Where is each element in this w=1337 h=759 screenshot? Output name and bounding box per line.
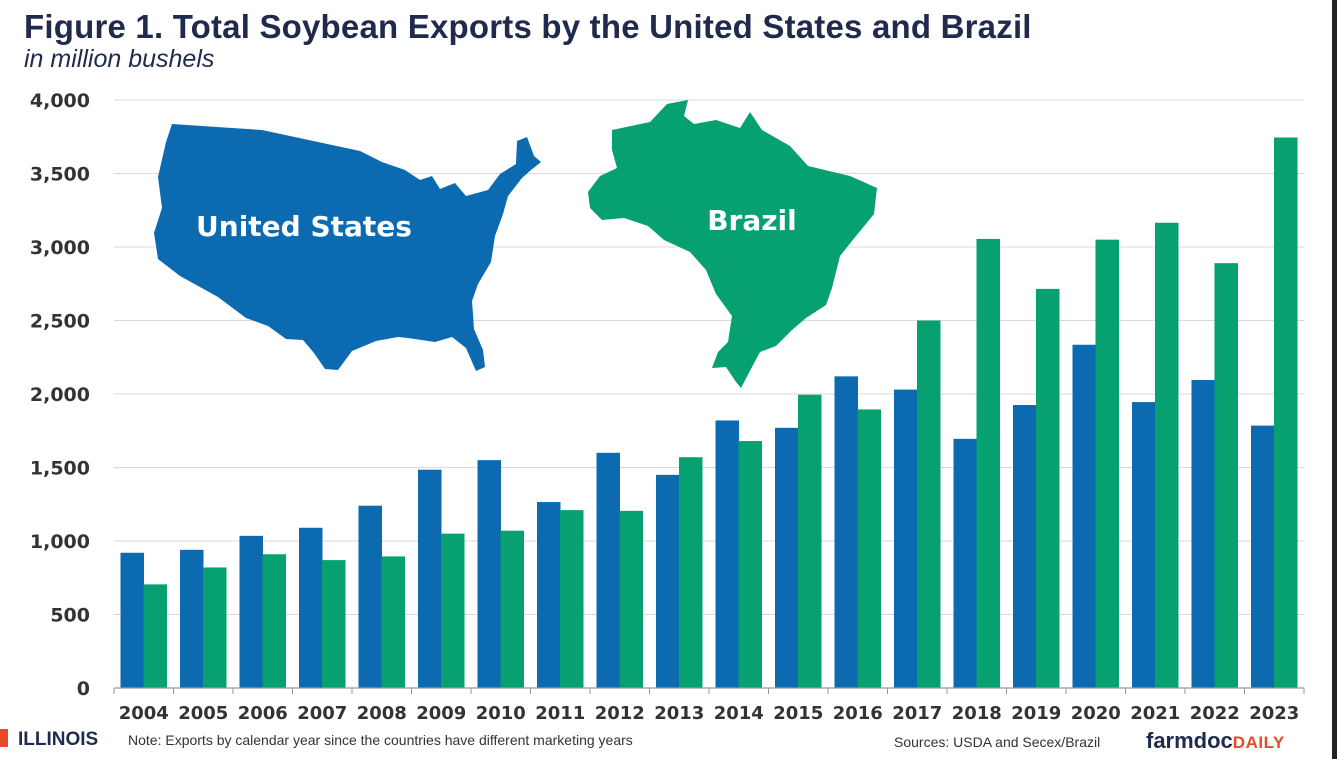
x-tick-label: 2016 [833,703,883,724]
x-tick-label: 2015 [773,703,823,724]
bar [798,394,822,688]
x-tick-label: 2006 [238,703,288,724]
bar [1251,425,1275,688]
bar [1013,405,1037,688]
footer-note: Note: Exports by calendar year since the… [128,732,633,748]
bar [1155,222,1179,688]
illinois-mark-icon [0,729,8,747]
x-tick-label: 2018 [952,703,1002,724]
x-tick-label: 2007 [297,703,347,724]
bar [894,389,918,688]
x-tick-label: 2012 [595,703,645,724]
x-tick-label: 2010 [476,703,526,724]
bar [953,438,977,688]
x-tick-label: 2009 [416,703,466,724]
brazil-map [588,100,877,388]
x-tick-label: 2017 [892,703,942,724]
bar [738,441,762,688]
bar [834,376,858,688]
x-tick-label: 2013 [654,703,704,724]
bar [358,505,382,688]
bar [537,502,561,688]
x-tick-label: 2023 [1249,703,1299,724]
bar [679,457,703,688]
bar [619,510,643,688]
bar [656,474,680,688]
y-tick-label: 2,000 [30,384,90,406]
bar [381,556,405,688]
y-tick-label: 4,000 [30,90,90,112]
y-tick-label: 1,000 [30,531,90,553]
chart-title: Figure 1. Total Soybean Exports by the U… [24,8,1032,45]
bar [857,409,881,688]
bar [1036,288,1060,688]
y-tick-label: 500 [50,605,90,627]
illinois-logo: ILLINOIS [0,729,98,751]
bar [180,549,204,688]
bar [1132,402,1156,688]
bar [917,320,941,688]
y-axis: 0 500 1,000 1,500 2,000 2,500 3,000 3,500 4,000 [30,90,90,700]
x-tick-label: 2005 [178,703,228,724]
y-tick-label: 3,000 [30,237,90,259]
bars [120,137,1298,689]
map-label-brazil: Brazil [707,204,797,237]
bar [775,427,799,688]
bar [239,535,263,688]
x-tick-label: 2004 [119,703,169,724]
x-tick-label: 2021 [1130,703,1180,724]
x-axis: 2004 2005 2006 2007 2008 2009 2010 2011 2012 2013… [113,687,1305,724]
x-tick-label: 2022 [1190,703,1240,724]
chart-subtitle: in million bushels [24,45,215,73]
y-tick-label: 3,500 [30,164,90,186]
bar [262,554,286,688]
bar [203,567,227,688]
united-states-map [154,124,541,371]
bar [560,510,584,688]
bar [1072,344,1096,688]
brand-sub: DAILY [1232,733,1285,752]
bar [143,584,167,688]
x-tick-label: 2020 [1071,703,1121,724]
bar [299,527,323,688]
bar [477,460,501,688]
footer-source: Sources: USDA and Secex/Brazil [894,734,1101,750]
y-tick-label: 2,500 [30,311,90,333]
bar [1095,239,1119,688]
brand-main: farmdoc [1146,728,1233,753]
x-tick-label: 2008 [357,703,407,724]
window-edge [1332,0,1337,759]
x-tick-label: 2014 [714,703,764,724]
bar [976,238,1000,689]
bar [715,420,739,688]
map-label-united-states: United States [196,210,412,243]
bar [1191,380,1215,688]
bar [322,560,346,688]
y-tick-label: 0 [77,678,90,700]
bar [1274,137,1298,689]
bar [120,552,144,688]
bar [500,530,524,688]
bar [1214,263,1238,688]
bar [596,452,620,688]
x-tick-label: 2011 [535,703,585,724]
y-tick-label: 1,500 [30,458,90,480]
illinois-logo-text: ILLINOIS [18,729,99,750]
x-tick-label: 2019 [1011,703,1061,724]
bar [418,469,442,688]
bar [441,533,465,688]
farmdoc-daily-logo: farmdocDAILY [1146,728,1285,754]
